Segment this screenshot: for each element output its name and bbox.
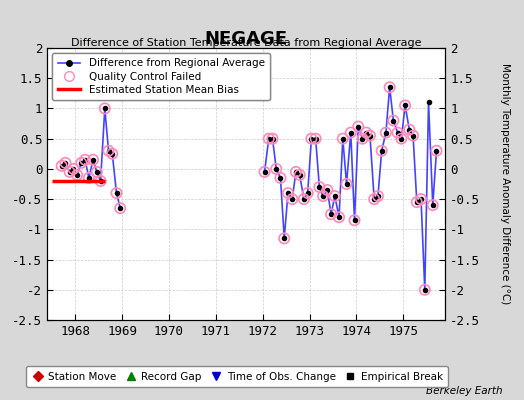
Point bbox=[300, 196, 308, 202]
Point bbox=[85, 175, 93, 181]
Point bbox=[389, 117, 398, 124]
Point bbox=[335, 214, 343, 220]
Point bbox=[362, 130, 370, 136]
Point bbox=[276, 175, 285, 181]
Point bbox=[386, 84, 394, 90]
Point bbox=[323, 187, 332, 193]
Point bbox=[421, 286, 429, 293]
Point bbox=[432, 148, 441, 154]
Point bbox=[280, 235, 288, 242]
Point bbox=[331, 193, 339, 199]
Point bbox=[69, 166, 78, 172]
Point bbox=[104, 148, 113, 154]
Point bbox=[417, 196, 425, 202]
Point bbox=[315, 184, 323, 190]
Point bbox=[374, 193, 382, 199]
Point bbox=[327, 211, 335, 218]
Point bbox=[288, 196, 297, 202]
Point bbox=[101, 105, 109, 112]
Point bbox=[409, 132, 417, 139]
Point bbox=[93, 169, 101, 175]
Point bbox=[73, 172, 81, 178]
Point bbox=[116, 205, 124, 211]
Point bbox=[81, 157, 89, 163]
Point bbox=[381, 130, 390, 136]
Point bbox=[272, 166, 280, 172]
Point bbox=[370, 196, 378, 202]
Point bbox=[296, 172, 304, 178]
Legend: Difference from Regional Average, Quality Control Failed, Estimated Station Mean: Difference from Regional Average, Qualit… bbox=[52, 53, 270, 100]
Point bbox=[77, 160, 85, 166]
Point bbox=[346, 130, 355, 136]
Point bbox=[412, 199, 421, 205]
Y-axis label: Monthly Temperature Anomaly Difference (°C): Monthly Temperature Anomaly Difference (… bbox=[500, 63, 510, 305]
Text: Berkeley Earth: Berkeley Earth bbox=[427, 386, 503, 396]
Point bbox=[284, 190, 292, 196]
Point bbox=[61, 160, 70, 166]
Point bbox=[108, 150, 116, 157]
Point bbox=[351, 217, 359, 224]
Point bbox=[268, 136, 277, 142]
Point bbox=[292, 169, 300, 175]
Point bbox=[319, 193, 328, 199]
Point bbox=[66, 169, 74, 175]
Point bbox=[311, 136, 320, 142]
Title: NEGAGE: NEGAGE bbox=[205, 30, 288, 48]
Point bbox=[358, 136, 367, 142]
Point bbox=[260, 169, 269, 175]
Point bbox=[96, 178, 105, 184]
Point bbox=[58, 163, 66, 169]
Point bbox=[112, 190, 121, 196]
Point bbox=[394, 130, 402, 136]
Point bbox=[405, 126, 413, 133]
Point bbox=[401, 102, 409, 109]
Point bbox=[354, 123, 363, 130]
Point bbox=[89, 157, 97, 163]
Point bbox=[342, 181, 351, 187]
Point bbox=[307, 136, 315, 142]
Legend: Station Move, Record Gap, Time of Obs. Change, Empirical Break: Station Move, Record Gap, Time of Obs. C… bbox=[26, 366, 448, 387]
Point bbox=[366, 132, 374, 139]
Point bbox=[429, 202, 437, 208]
Point bbox=[397, 136, 406, 142]
Text: Difference of Station Temperature Data from Regional Average: Difference of Station Temperature Data f… bbox=[71, 38, 421, 48]
Point bbox=[339, 136, 347, 142]
Point bbox=[377, 148, 386, 154]
Point bbox=[265, 136, 273, 142]
Point bbox=[303, 190, 312, 196]
